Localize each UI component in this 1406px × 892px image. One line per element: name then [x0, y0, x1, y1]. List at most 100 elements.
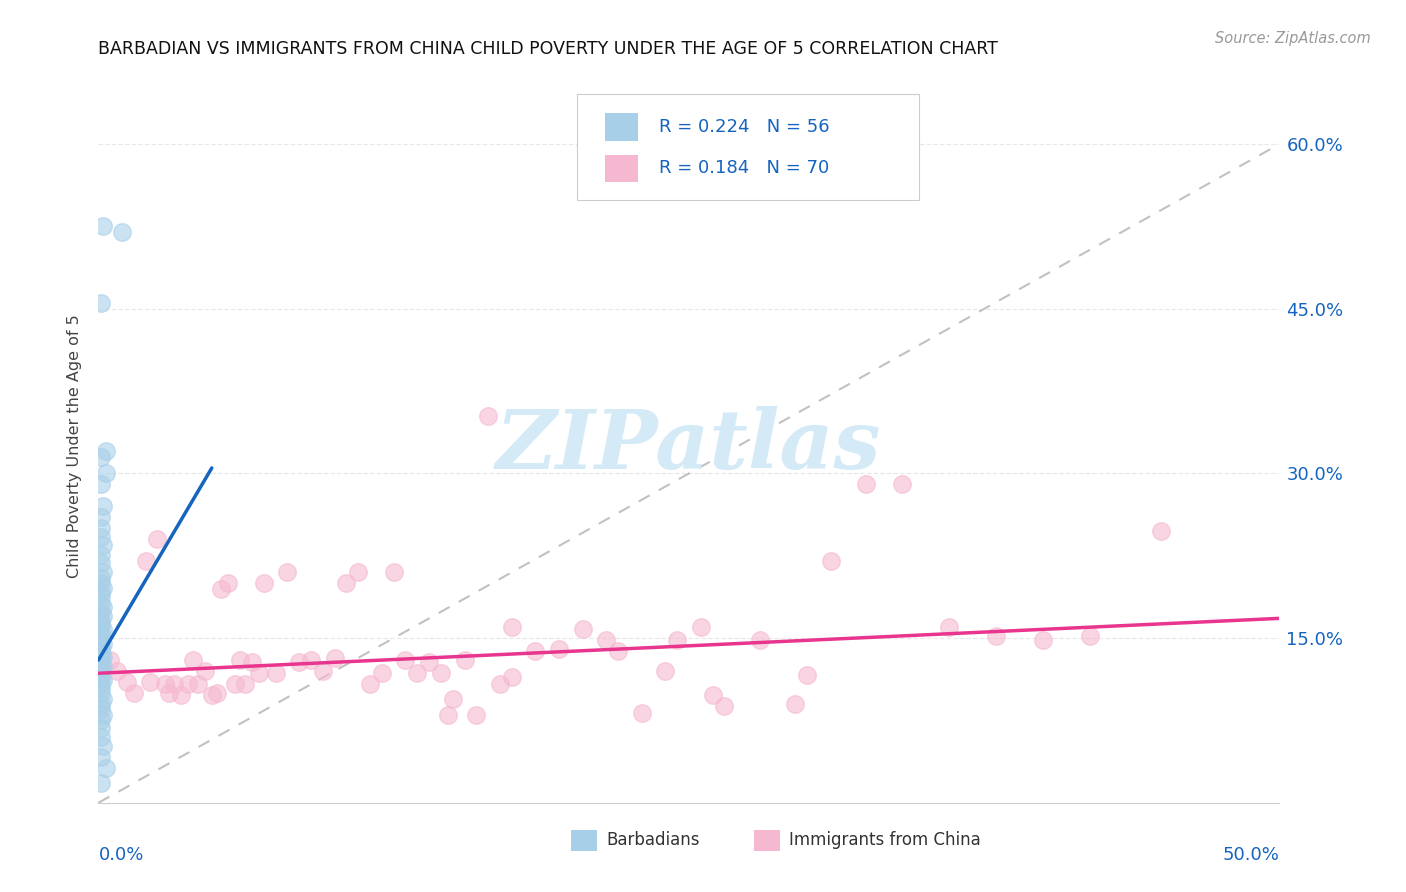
Point [501, 620, 523, 634]
Point [382, 566, 405, 580]
Point [855, 477, 877, 491]
Point [217, 576, 239, 591]
Point [276, 566, 298, 580]
Point [111, 225, 134, 239]
Point [157, 686, 180, 700]
Point [91, 691, 114, 706]
Text: Immigrants from China: Immigrants from China [789, 831, 981, 849]
Point [748, 633, 770, 648]
Point [90, 721, 112, 735]
Point [323, 651, 346, 665]
Point [229, 653, 252, 667]
Point [630, 706, 652, 720]
Point [264, 666, 287, 681]
Point [91, 219, 114, 234]
Text: Barbadians: Barbadians [606, 831, 700, 849]
Point [820, 554, 842, 568]
Text: BARBADIAN VS IMMIGRANTS FROM CHINA CHILD POVERTY UNDER THE AGE OF 5 CORRELATION : BARBADIAN VS IMMIGRANTS FROM CHINA CHILD… [98, 40, 998, 58]
FancyBboxPatch shape [571, 830, 596, 851]
Point [91, 538, 114, 552]
Point [90, 530, 112, 544]
Point [209, 582, 232, 596]
Point [90, 640, 112, 654]
Point [489, 677, 512, 691]
Point [465, 708, 488, 723]
Point [90, 510, 112, 524]
Point [247, 666, 270, 681]
Point [98, 653, 121, 667]
Point [90, 666, 112, 681]
Point [91, 500, 114, 514]
Point [194, 664, 217, 678]
Text: R = 0.224   N = 56: R = 0.224 N = 56 [659, 118, 830, 136]
Point [90, 677, 112, 691]
Point [347, 566, 370, 580]
FancyBboxPatch shape [754, 830, 780, 851]
Point [713, 699, 735, 714]
Point [477, 409, 499, 424]
Point [90, 633, 112, 648]
Point [90, 657, 112, 671]
Point [153, 677, 176, 691]
Point [90, 548, 112, 562]
Point [90, 653, 112, 667]
Point [94, 467, 117, 481]
Point [94, 444, 117, 458]
Point [201, 688, 224, 702]
Point [90, 450, 112, 464]
Point [91, 659, 114, 673]
Point [91, 708, 114, 723]
Point [666, 633, 689, 648]
Point [90, 521, 112, 535]
Point [105, 664, 128, 678]
Point [607, 644, 630, 658]
Point [595, 633, 617, 648]
Point [1032, 633, 1054, 648]
Text: 50.0%: 50.0% [1223, 846, 1279, 863]
Point [135, 554, 157, 568]
Point [90, 571, 112, 585]
Point [654, 664, 676, 678]
Point [91, 600, 114, 615]
Point [187, 677, 209, 691]
Point [90, 585, 112, 599]
Y-axis label: Child Poverty Under the Age of 5: Child Poverty Under the Age of 5 [67, 314, 83, 578]
Point [90, 629, 112, 643]
Point [170, 688, 193, 702]
Point [90, 776, 112, 790]
Point [437, 708, 460, 723]
Point [501, 669, 523, 683]
Point [1080, 629, 1102, 643]
Point [441, 691, 464, 706]
Point [90, 702, 112, 716]
Point [90, 477, 112, 491]
Text: 0.0%: 0.0% [98, 846, 143, 863]
Point [406, 666, 429, 681]
Point [299, 653, 322, 667]
Point [394, 653, 416, 667]
Point [453, 653, 475, 667]
Point [288, 655, 311, 669]
Point [359, 677, 381, 691]
FancyBboxPatch shape [576, 95, 920, 200]
Point [90, 686, 112, 700]
Point [430, 666, 453, 681]
Point [90, 614, 112, 628]
Point [139, 675, 162, 690]
Point [702, 688, 724, 702]
Point [938, 620, 960, 634]
Point [94, 761, 117, 775]
Point [90, 697, 112, 711]
Point [571, 623, 593, 637]
Point [91, 566, 114, 580]
Text: ZIPatlas: ZIPatlas [496, 406, 882, 486]
Point [122, 686, 145, 700]
Point [91, 623, 114, 637]
FancyBboxPatch shape [605, 113, 638, 141]
Point [91, 673, 114, 687]
Point [90, 590, 112, 604]
Point [91, 581, 114, 595]
Point [90, 605, 112, 619]
Point [90, 714, 112, 728]
Point [115, 675, 138, 690]
